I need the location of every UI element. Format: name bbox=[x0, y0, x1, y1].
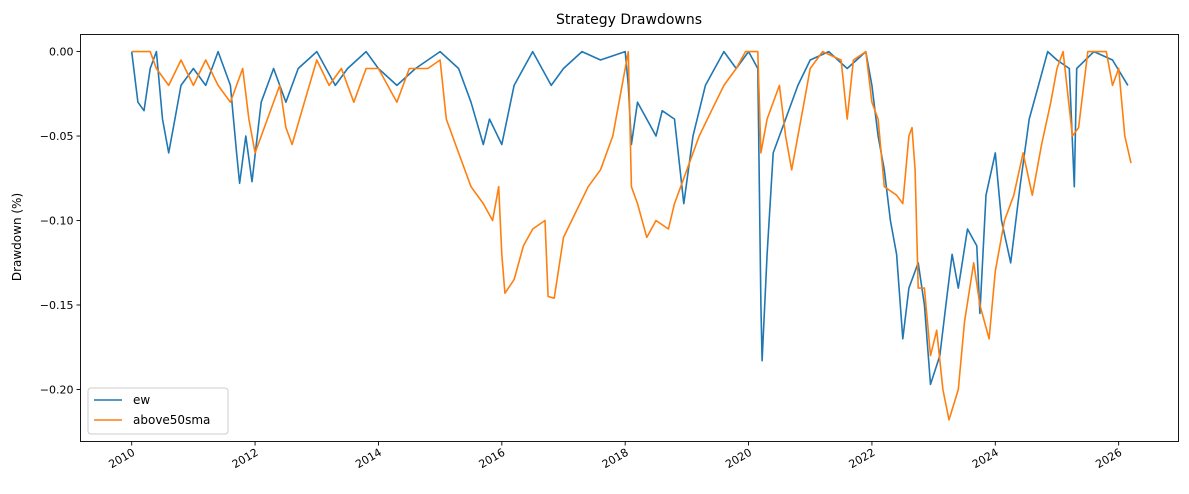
legend-box bbox=[87, 387, 229, 435]
legend-label-above50sma: above50sma bbox=[133, 413, 210, 427]
series-line-above50sma bbox=[131, 50, 1132, 421]
x-tick-label: 2018 bbox=[600, 446, 631, 471]
y-tick-label: 0.00 bbox=[49, 46, 74, 59]
y-tick-label: −0.15 bbox=[40, 299, 74, 312]
chart-title: Strategy Drawdowns bbox=[556, 12, 702, 28]
x-tick-label: 2014 bbox=[353, 446, 384, 471]
x-tick-label: 2010 bbox=[106, 446, 137, 471]
x-tick-label: 2020 bbox=[723, 446, 754, 471]
y-tick-label: −0.05 bbox=[40, 130, 74, 143]
series-layer bbox=[130, 50, 1132, 421]
y-tick-label: −0.10 bbox=[40, 215, 74, 228]
y-tick-label: −0.20 bbox=[40, 383, 74, 396]
x-tick-label: 2024 bbox=[970, 446, 1001, 471]
legend: ew above50sma bbox=[87, 387, 229, 435]
y-axis-label: Drawdown (%) bbox=[10, 193, 24, 281]
axes-frame bbox=[80, 34, 1179, 442]
x-tick-label: 2026 bbox=[1093, 446, 1124, 471]
series-line-ew bbox=[130, 50, 1129, 386]
x-tick-label: 2012 bbox=[230, 446, 261, 471]
legend-label-ew: ew bbox=[133, 393, 150, 407]
x-tick-label: 2022 bbox=[847, 446, 878, 471]
x-tick-label: 2016 bbox=[477, 446, 508, 471]
